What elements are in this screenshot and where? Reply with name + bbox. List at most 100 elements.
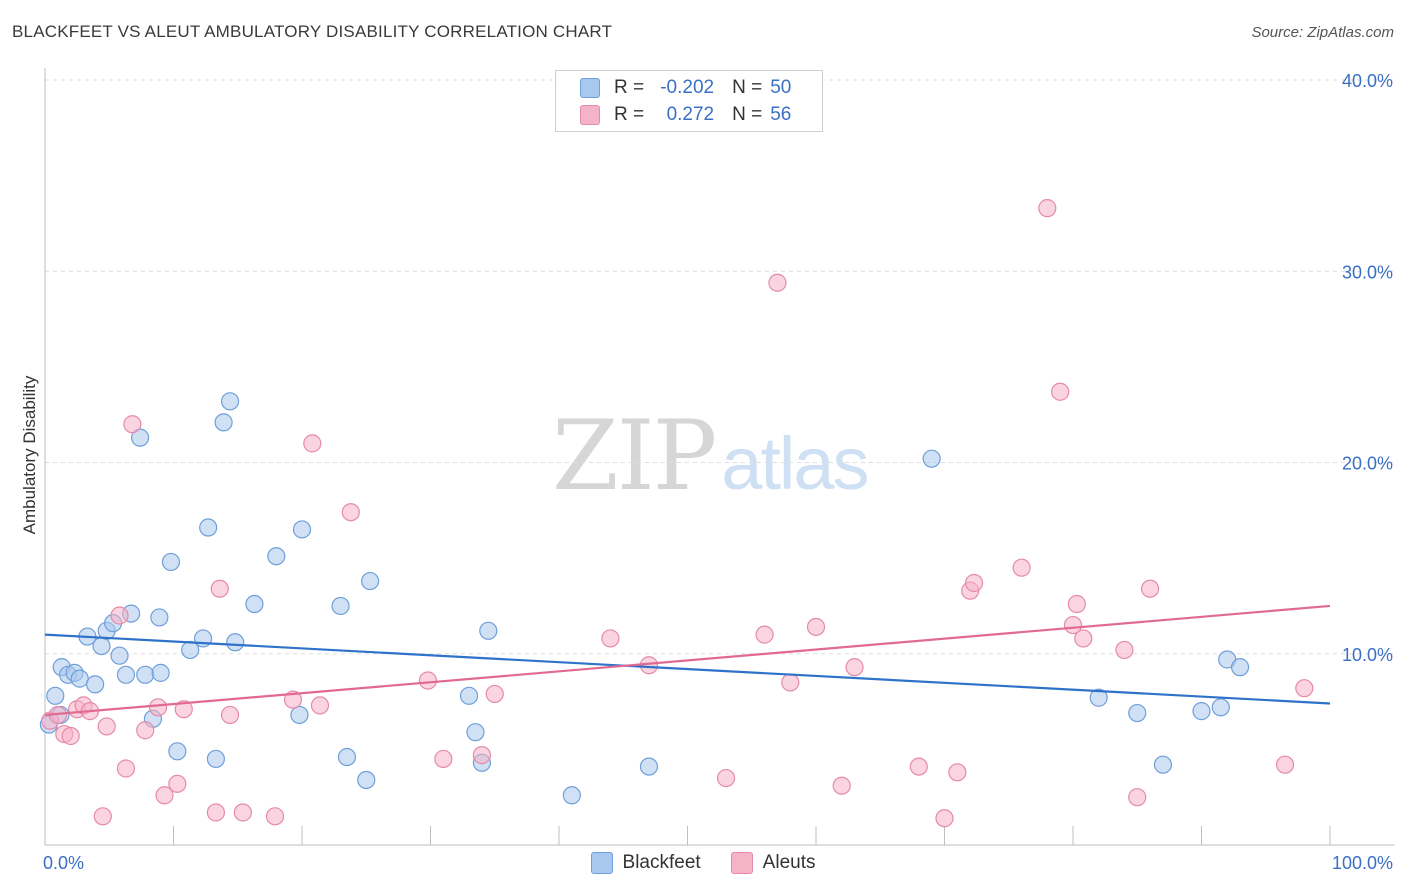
aleuts-point	[61, 726, 80, 746]
aleuts-point	[418, 671, 438, 690]
blackfeet-point	[92, 636, 111, 656]
aleuts-point	[1051, 382, 1070, 401]
blackfeet-point	[1153, 755, 1173, 774]
aleuts-point	[220, 705, 240, 725]
aleuts-point	[1295, 679, 1314, 698]
aleuts-point	[434, 749, 453, 769]
blackfeet-swatch	[580, 78, 600, 98]
blackfeet-point	[361, 571, 380, 591]
aleuts-point	[1275, 755, 1295, 774]
blackfeet-point	[151, 663, 170, 682]
blackfeet-point	[1192, 702, 1211, 721]
blackfeet-point	[168, 742, 187, 761]
blackfeet-point	[479, 621, 498, 640]
y-axis-label: Ambulatory Disability	[20, 375, 39, 535]
aleuts-point	[168, 774, 187, 793]
blackfeet-point	[459, 686, 479, 705]
aleuts-point	[283, 690, 303, 709]
blackfeet-point	[292, 520, 312, 539]
x-tick-label: 0.0%	[43, 853, 84, 873]
legend-item-aleuts: Aleuts	[730, 852, 816, 874]
blackfeet-point	[214, 413, 233, 432]
aleuts-point	[303, 434, 322, 453]
r-value: -0.202	[660, 77, 715, 98]
blackfeet-point	[267, 547, 286, 566]
aleuts-point	[1074, 629, 1093, 648]
aleuts-point	[136, 721, 155, 740]
aleuts-point	[909, 757, 928, 776]
blackfeet-point	[337, 747, 357, 767]
legend-item-blackfeet: Blackfeet	[590, 852, 701, 874]
blackfeet-point	[199, 518, 218, 537]
aleuts-point	[935, 809, 954, 828]
n-label: N =	[732, 104, 763, 125]
blackfeet-point	[70, 669, 89, 688]
watermark-zip: ZIP	[552, 400, 717, 512]
blackfeet-point	[136, 665, 155, 684]
aleuts-point	[155, 786, 174, 805]
aleuts-point	[472, 746, 491, 765]
aleuts-point	[341, 503, 360, 522]
n-value: 56	[770, 104, 792, 125]
aleuts-point	[110, 606, 129, 625]
blackfeet-point	[46, 686, 65, 705]
aleuts-point	[148, 698, 168, 717]
aleuts-point	[123, 415, 142, 434]
stats-row-aleuts: R = 0.272 N = 56	[580, 103, 791, 127]
aleuts-point	[97, 717, 116, 736]
blackfeet-point	[466, 723, 485, 742]
stats-row-blackfeet: R = -0.202 N = 50	[580, 76, 791, 100]
blackfeet-point	[331, 596, 350, 616]
blackfeet-point	[130, 428, 150, 447]
aleuts-point	[116, 759, 136, 778]
blackfeet-legend-swatch	[590, 852, 613, 874]
r-label: R =	[614, 104, 645, 125]
blackfeet-trend-line	[44, 633, 1331, 705]
y-tick-label: 20.0%	[1342, 454, 1393, 474]
aleuts-point	[832, 776, 851, 795]
blackfeet-point	[161, 552, 181, 572]
blackfeet-point	[226, 633, 245, 652]
watermark-atlas: atlas	[721, 422, 869, 505]
aleuts-point	[845, 658, 864, 677]
watermark: ZIPatlas	[552, 400, 870, 512]
blackfeet-point	[1128, 703, 1147, 723]
aleuts-trend-line	[44, 604, 1331, 717]
aleuts-point	[781, 673, 800, 692]
blackfeet-point	[245, 594, 264, 614]
aleuts-swatch	[580, 105, 600, 125]
blackfeet-point	[1230, 658, 1250, 677]
r-value: 0.272	[666, 104, 715, 125]
aleuts-point	[755, 625, 774, 644]
legend-label-aleuts: Aleuts	[762, 852, 816, 873]
blackfeet-point	[639, 757, 659, 776]
aleuts-point	[485, 684, 504, 704]
n-label: N =	[732, 77, 763, 98]
aleuts-point	[174, 700, 193, 719]
aleuts-point	[948, 763, 967, 782]
aleuts-point	[1067, 594, 1086, 614]
n-value: 50	[770, 77, 792, 98]
aleuts-point	[210, 579, 229, 598]
y-tick-label: 40.0%	[1342, 71, 1393, 91]
blackfeet-point	[1089, 688, 1108, 707]
series-legend: Blackfeet Aleuts	[0, 852, 1406, 874]
aleuts-point	[1063, 615, 1083, 635]
aleuts-point	[601, 629, 620, 648]
source-label: Source: ZipAtlas.com	[1251, 24, 1394, 41]
y-tick-label: 30.0%	[1342, 262, 1393, 282]
x-tick-label: 100.0%	[1332, 853, 1393, 873]
aleuts-point	[206, 803, 226, 822]
aleuts-point	[93, 807, 112, 826]
blackfeet-point	[150, 608, 169, 627]
blackfeet-point	[290, 705, 309, 725]
blackfeet-point	[220, 392, 240, 411]
aleuts-point	[1038, 199, 1057, 218]
aleuts-point	[1140, 579, 1160, 598]
aleuts-point	[964, 573, 984, 593]
blackfeet-point	[357, 770, 376, 790]
blackfeet-point	[86, 675, 105, 694]
blackfeet-point	[922, 449, 941, 468]
blackfeet-point	[110, 646, 129, 665]
